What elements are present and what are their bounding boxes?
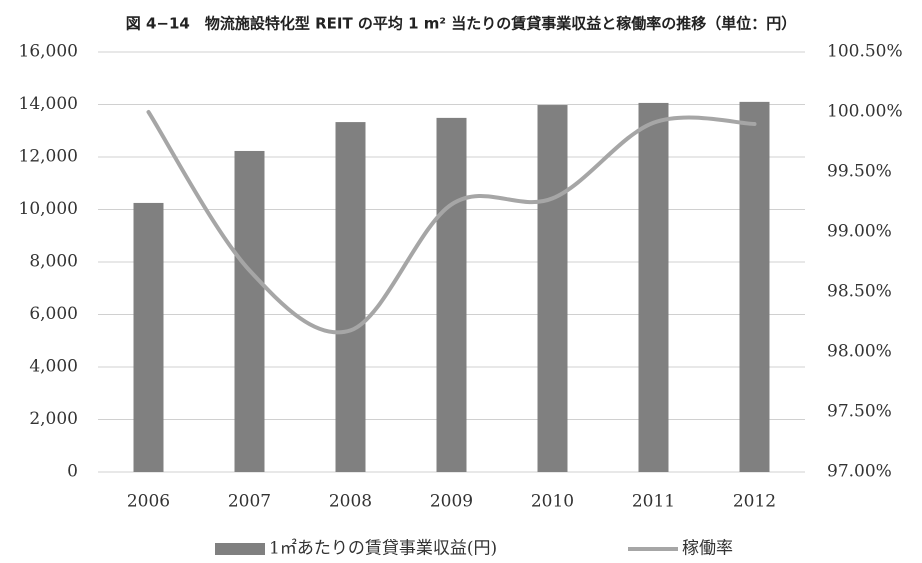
bar — [638, 102, 669, 473]
y2-tick-label: 98.00% — [827, 342, 892, 362]
bar — [335, 122, 366, 473]
x-tick-label: 2006 — [127, 492, 170, 512]
x-tick-label: 2008 — [329, 492, 372, 512]
y-tick-label: 14,000 — [19, 94, 78, 114]
y-tick-label: 10,000 — [19, 199, 78, 219]
y-tick-label: 6,000 — [29, 304, 78, 324]
y2-tick-label: 97.50% — [827, 402, 892, 422]
bar — [234, 150, 265, 472]
y2-tick-label: 99.00% — [827, 222, 892, 242]
bar — [537, 105, 568, 473]
x-tick-label: 2011 — [632, 492, 675, 512]
y-tick-label: 8,000 — [29, 252, 78, 272]
legend-label: 稼働率 — [682, 539, 733, 559]
y-tick-label: 2,000 — [29, 409, 78, 429]
y2-tick-label: 100.00% — [827, 102, 903, 122]
y-tick-label: 4,000 — [29, 357, 78, 377]
legend-label: 1㎡あたりの賃貸事業収益(円) — [269, 539, 497, 559]
line-series — [146, 110, 757, 335]
y2-tick-label: 97.00% — [827, 462, 892, 482]
x-tick-label: 2010 — [531, 492, 574, 512]
x-tick-label: 2009 — [430, 492, 473, 512]
x-tick-label: 2012 — [733, 492, 776, 512]
bar — [436, 117, 467, 472]
y-tick-label: 0 — [67, 462, 78, 482]
bar — [133, 202, 164, 472]
y2-tick-label: 100.50% — [827, 42, 903, 62]
bar — [739, 101, 770, 472]
legend-swatch — [215, 543, 265, 555]
y2-tick-label: 99.50% — [827, 162, 892, 182]
x-tick-label: 2007 — [228, 492, 271, 512]
chart-title: 図 4−14 物流施設特化型 REIT の平均 1 m² 当たりの賃貸事業収益と… — [126, 15, 796, 33]
y-tick-label: 16,000 — [19, 42, 78, 62]
y-tick-label: 12,000 — [19, 147, 78, 167]
y2-tick-label: 98.50% — [827, 282, 892, 302]
